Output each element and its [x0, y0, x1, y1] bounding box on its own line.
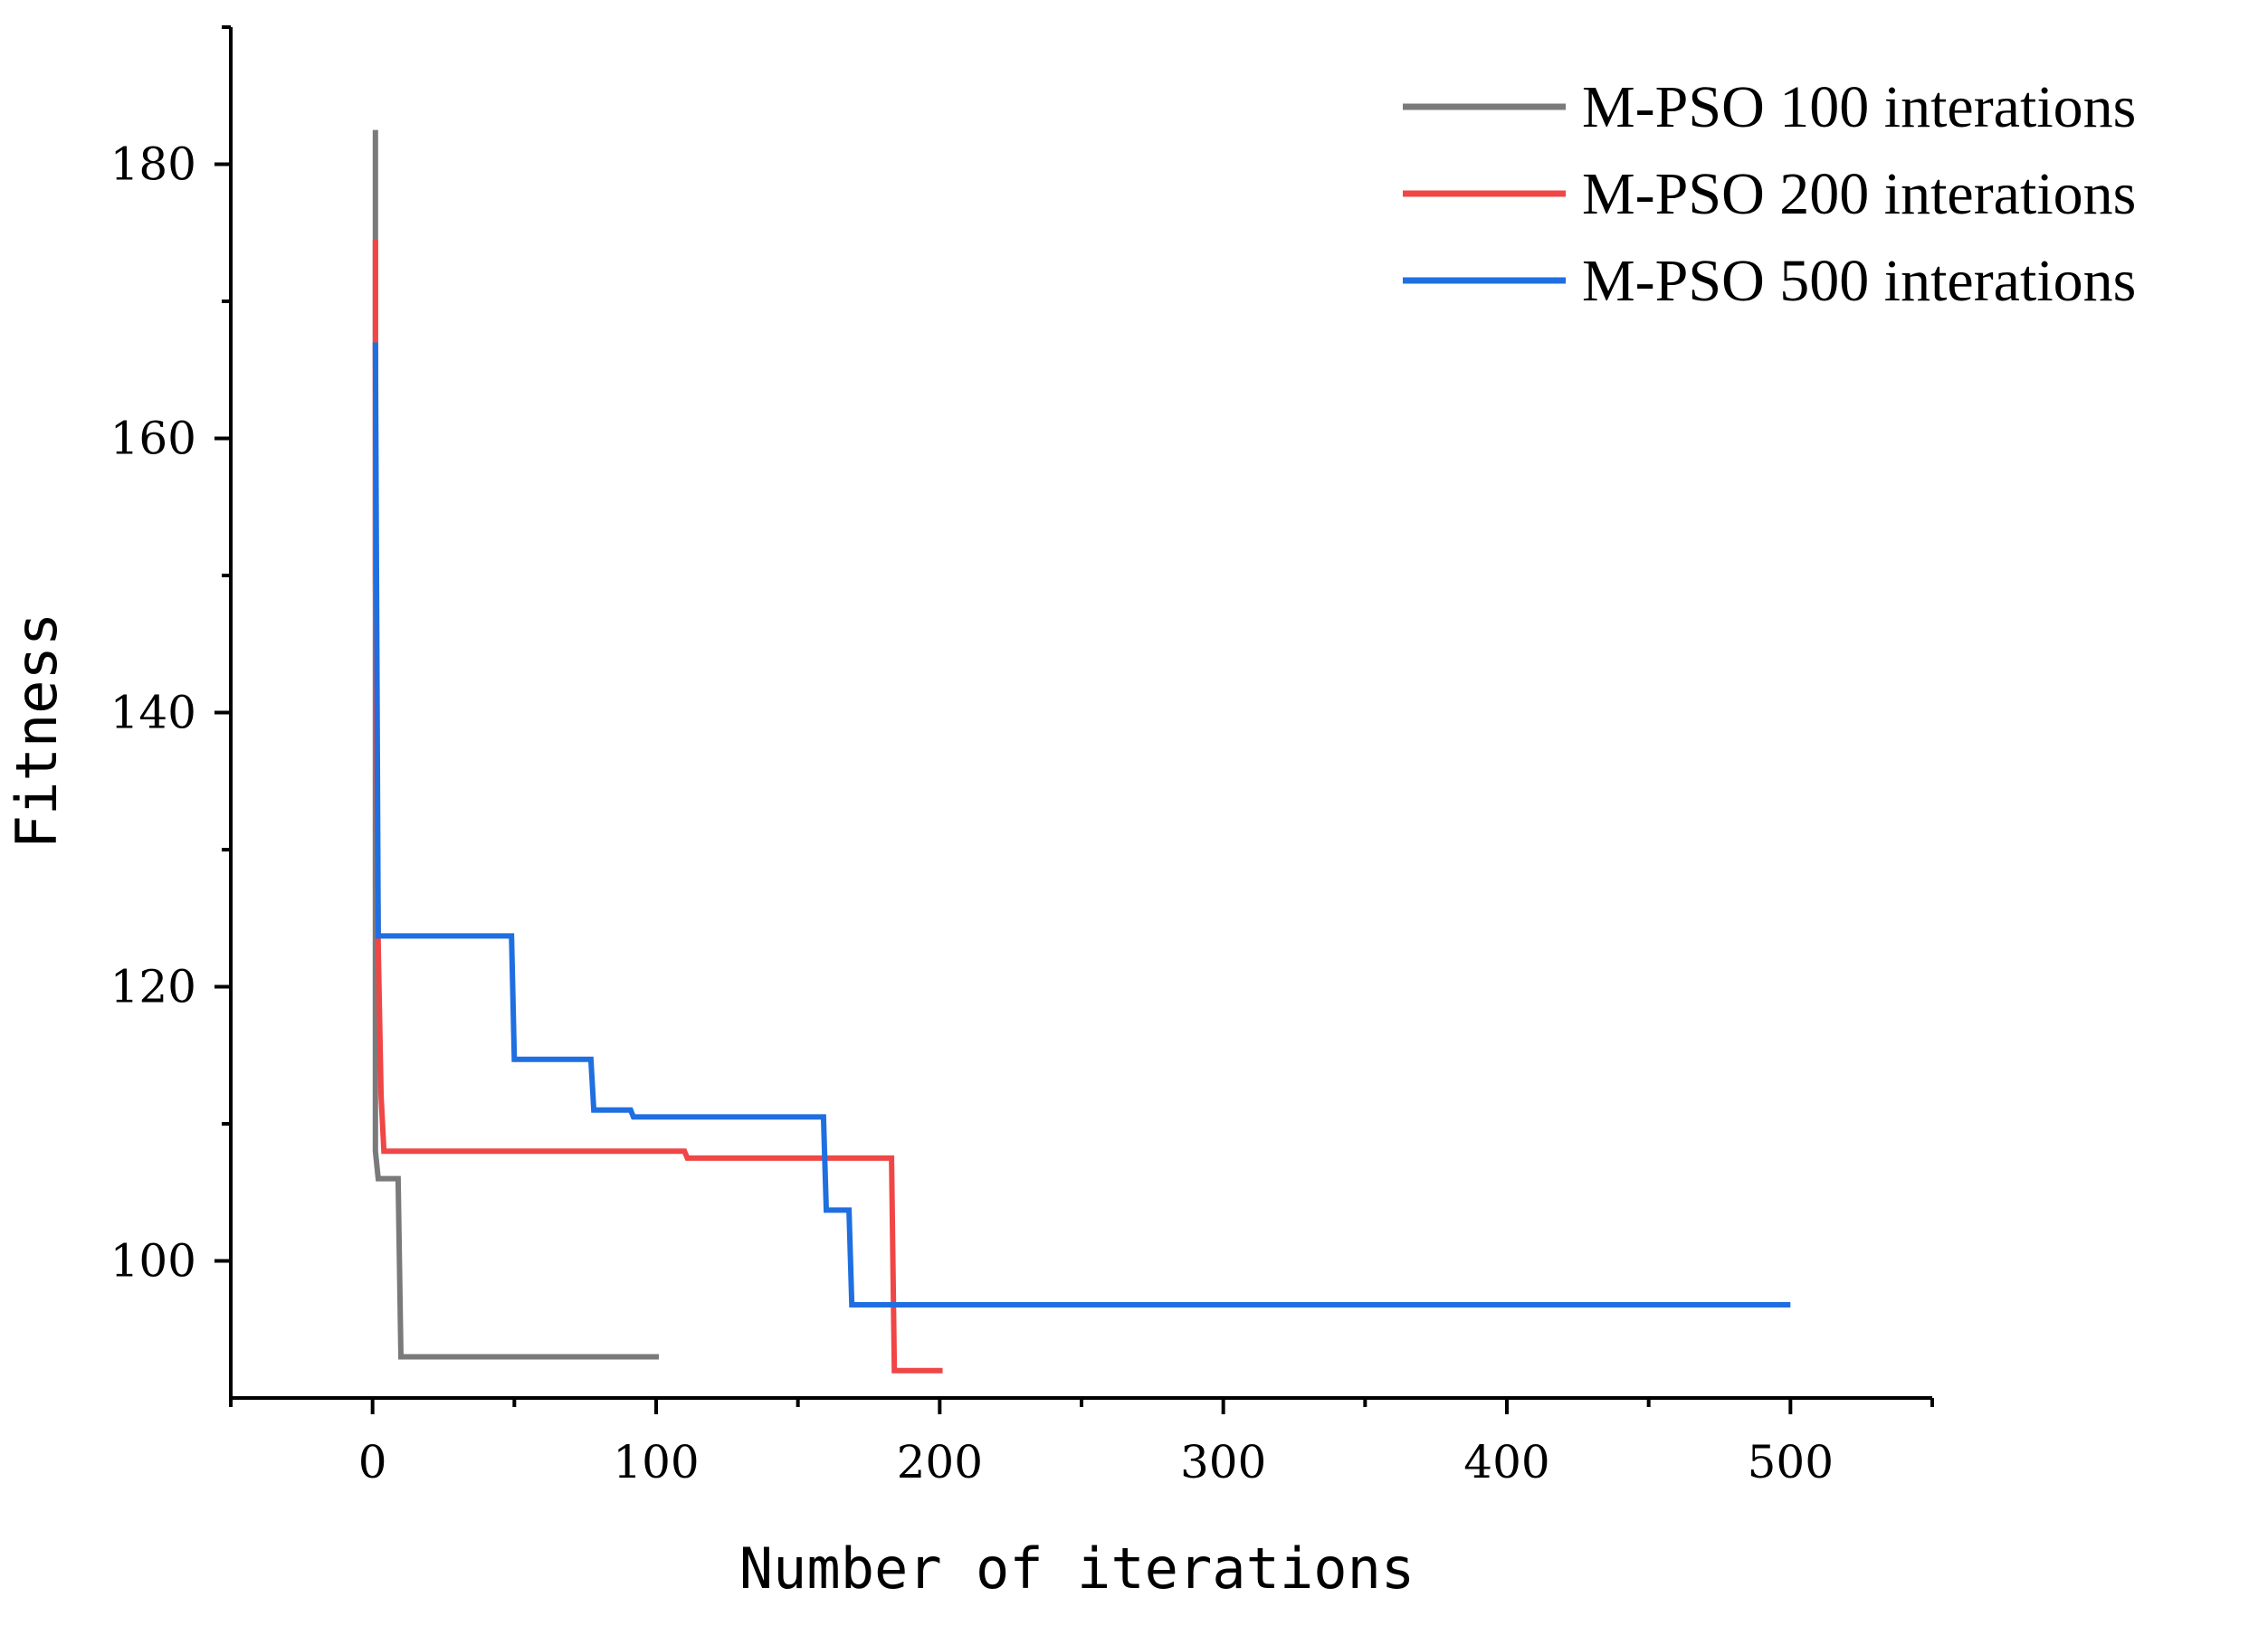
series-line-2 [372, 239, 943, 1374]
y-tick-label: 140 [110, 687, 196, 739]
x-tick-label: 0 [358, 1436, 387, 1488]
legend: M-PSO 100 interations M-PSO 200 interatio… [1403, 74, 2136, 314]
legend-label-3: M-PSO 500 interations [1582, 248, 2136, 314]
x-tick-label: 300 [1180, 1436, 1266, 1488]
y-tick-label: 100 [110, 1235, 196, 1288]
legend-label-2: M-PSO 200 interations [1582, 161, 2136, 227]
x-axis-title: Number of iterations [739, 1536, 1415, 1602]
y-tick-label: 160 [110, 413, 196, 465]
series-layer [372, 129, 1791, 1374]
x-tick-label: 500 [1748, 1436, 1834, 1488]
x-tick-label: 400 [1463, 1436, 1549, 1488]
y-tick-label: 180 [110, 138, 196, 191]
series-line-1 [372, 129, 660, 1360]
axes [229, 27, 1932, 1400]
series-line-3 [372, 342, 1791, 1307]
x-tick-label: 100 [613, 1436, 699, 1488]
x-axis-ticks: 0 100 200 300 400 500 [229, 1398, 1934, 1488]
y-tick-label: 120 [110, 961, 196, 1013]
legend-label-1: M-PSO 100 interations [1582, 74, 2136, 140]
y-axis-title: Fitness [4, 613, 70, 849]
y-axis-ticks: 100 120 140 160 180 [110, 25, 231, 1288]
x-tick-label: 200 [897, 1436, 983, 1488]
